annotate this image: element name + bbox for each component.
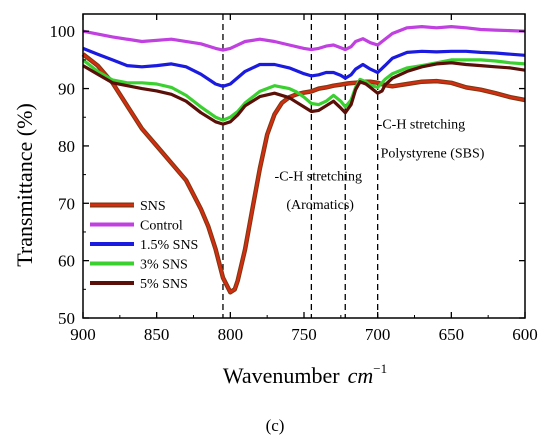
x-tick-label-900: 900 <box>70 325 96 344</box>
legend-label-control: Control <box>140 219 183 234</box>
annotation-1: -C-H stretching <box>275 169 362 184</box>
series-sns-line <box>82 53 526 294</box>
annotation-2: (Aromatics) <box>286 198 354 213</box>
y-tick-label-60: 60 <box>58 252 75 271</box>
legend-label-1-5-sns: 1.5% SNS <box>140 238 198 253</box>
panel-label: (c) <box>266 416 285 435</box>
reference-lines <box>222 14 379 318</box>
y-tick-label-80: 80 <box>58 137 75 156</box>
series-5-sns-line <box>82 61 526 126</box>
legend: SNS Control 1.5% SNS 3% SNS 5% SNS <box>90 199 198 292</box>
legend-label-sns: SNS <box>140 199 166 214</box>
series-1-5-sns-line <box>82 46 526 88</box>
x-axis-unit: cm <box>348 363 374 388</box>
y-axis-title: Transmittance (%) <box>12 103 37 267</box>
y-tick-label-90: 90 <box>58 80 75 99</box>
x-axis-title: Wavenumber cm−1 <box>223 361 387 388</box>
x-tick-label-600: 600 <box>512 325 538 344</box>
x-tick-label-800: 800 <box>218 325 244 344</box>
y-tick-label-70: 70 <box>58 194 75 213</box>
annotation-3: -C-H stretching <box>378 118 465 133</box>
legend-label-3-sns: 3% SNS <box>140 258 188 273</box>
axis-ticks: 900 850 800 750 700 650 600 50 60 70 80 90 100 <box>50 14 538 344</box>
y-tick-label-50: 50 <box>58 309 75 328</box>
series-layer <box>81 25 526 295</box>
x-axis-unit-exponent: −1 <box>373 361 387 376</box>
annotation-4: Polystyrene (SBS) <box>381 146 485 161</box>
annotations: -C-H stretching (Aromatics) -C-H stretchin… <box>275 118 485 213</box>
x-tick-label-700: 700 <box>365 325 391 344</box>
y-tick-label-100: 100 <box>50 22 76 41</box>
legend-label-5-sns: 5% SNS <box>140 277 188 292</box>
x-axis-title-text: Wavenumber <box>223 363 340 388</box>
x-tick-label-750: 750 <box>291 325 317 344</box>
x-tick-label-650: 650 <box>439 325 465 344</box>
x-tick-label-850: 850 <box>144 325 170 344</box>
series-control-line <box>82 25 526 52</box>
